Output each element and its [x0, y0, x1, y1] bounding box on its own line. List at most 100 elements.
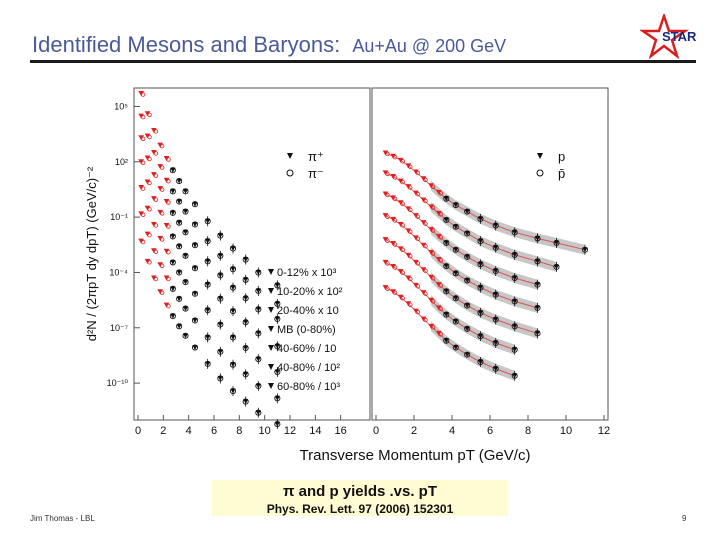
data-point-lowpt-open [438, 283, 443, 288]
y-tick-label: 10⁻¹⁰ [107, 378, 129, 388]
data-point-open [182, 252, 189, 259]
y-tick-label: 10⁻⁴ [109, 267, 128, 277]
data-point-filled [453, 224, 459, 230]
data-point-lowpt-open [153, 173, 159, 178]
data-point-lowpt [138, 135, 144, 141]
data-point-lowpt [157, 186, 163, 192]
data-point-lowpt [382, 285, 389, 291]
data-point-filled [443, 240, 449, 246]
data-point-lowpt-open [159, 187, 165, 192]
centrality-label: 10-20% x 10² [277, 286, 343, 298]
data-point-open [443, 239, 450, 246]
star-logo: STAR [640, 14, 697, 60]
centrality-marker [268, 307, 274, 313]
x-tick-label: 12 [598, 425, 610, 437]
slide-title: Identified Mesons and Baryons: Au+Au @ 2… [32, 32, 506, 58]
legend-label: p [558, 149, 565, 164]
data-point-open [464, 302, 471, 309]
data-point-lowpt-open [140, 136, 146, 141]
centrality-marker [268, 383, 274, 389]
data-point-lowpt [144, 258, 151, 264]
data-point-lowpt-open [153, 276, 159, 282]
data-point-lowpt-open [423, 268, 428, 273]
data-point-lowpt [390, 264, 396, 270]
data-point-open [452, 344, 459, 351]
data-point-lowpt-open [140, 114, 146, 120]
data-point-lowpt-open [400, 201, 405, 206]
data-point-open [169, 285, 176, 292]
data-point-lowpt-open [423, 291, 428, 296]
data-point-lowpt [420, 176, 427, 182]
data-point-open [182, 305, 189, 312]
data-point-lowpt [435, 233, 442, 239]
x-tick-label: 0 [135, 425, 141, 437]
data-point-lowpt-open [438, 258, 443, 263]
data-point-lowpt-open [392, 218, 398, 223]
data-point-filled [192, 291, 198, 297]
y-tick-label: 10⁵ [114, 101, 128, 111]
data-point-lowpt-open [147, 112, 152, 117]
data-point-lowpt [413, 190, 419, 196]
data-point-lowpt-open [147, 207, 152, 212]
data-point-filled [170, 188, 176, 194]
legend-marker-open [286, 169, 294, 177]
data-point-lowpt [157, 235, 163, 241]
data-point-lowpt-open [430, 205, 436, 211]
data-point-lowpt-open [438, 306, 443, 312]
data-point-lowpt-open [140, 160, 146, 165]
data-point-open [191, 242, 199, 249]
data-point-open [169, 259, 176, 266]
data-point-open [464, 230, 471, 237]
data-point-open [191, 344, 199, 351]
data-point-filled [443, 312, 449, 317]
data-point-lowpt [390, 195, 396, 201]
data-point-filled [192, 265, 198, 271]
data-point-lowpt-open [166, 224, 171, 229]
x-tick-label: 6 [211, 425, 217, 437]
data-point-lowpt-open [385, 261, 390, 266]
data-point-filled [170, 167, 176, 173]
fit-curve [385, 287, 515, 377]
data-point-lowpt [382, 259, 389, 265]
x-tick-label: 2 [160, 425, 166, 437]
y-tick-label: 10⁻⁷ [110, 323, 128, 333]
data-point-lowpt [151, 221, 157, 227]
data-point-lowpt [151, 196, 157, 202]
data-point-filled [182, 188, 189, 194]
data-point-lowpt [163, 199, 170, 205]
centrality-label: 0-12% x 10³ [277, 267, 337, 279]
data-point-open [452, 223, 459, 230]
data-point-lowpt-open [408, 185, 413, 190]
data-point-open [443, 288, 450, 295]
data-point-lowpt-open [153, 151, 159, 156]
data-point-open [169, 167, 176, 174]
data-point-lowpt [157, 142, 163, 148]
data-point-open [182, 279, 189, 286]
data-point-lowpt [144, 179, 151, 185]
data-point-filled [443, 288, 449, 294]
data-point-lowpt [163, 223, 170, 229]
data-point-lowpt [382, 213, 389, 219]
data-point-lowpt [138, 159, 144, 165]
data-point-lowpt-open [408, 164, 413, 170]
y-tick-label: 10² [115, 157, 128, 167]
data-point-open [169, 188, 176, 195]
data-point-open [464, 351, 471, 358]
title-underline [30, 60, 696, 63]
data-point-lowpt-open [147, 156, 152, 162]
data-point-lowpt [413, 213, 419, 219]
data-point-lowpt-open [140, 212, 146, 218]
data-point-lowpt [138, 113, 144, 119]
data-point-filled [176, 243, 182, 249]
data-point-lowpt-open [423, 243, 428, 249]
data-point-lowpt [157, 209, 163, 215]
data-point-filled [464, 278, 470, 283]
data-point-lowpt-open [392, 196, 398, 202]
data-point-lowpt [151, 127, 157, 133]
data-point-filled [192, 222, 198, 227]
data-point-lowpt [163, 248, 170, 254]
data-point-filled [176, 178, 182, 184]
data-point-lowpt-open [385, 286, 390, 291]
data-point-lowpt-open [415, 214, 421, 219]
data-point-lowpt [390, 216, 396, 222]
